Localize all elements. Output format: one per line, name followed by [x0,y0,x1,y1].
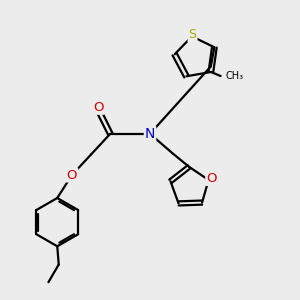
Text: S: S [188,28,196,41]
Text: O: O [206,172,217,185]
Text: N: N [145,127,155,141]
Text: O: O [93,101,104,114]
Text: CH₃: CH₃ [226,71,244,81]
Text: O: O [67,169,77,182]
